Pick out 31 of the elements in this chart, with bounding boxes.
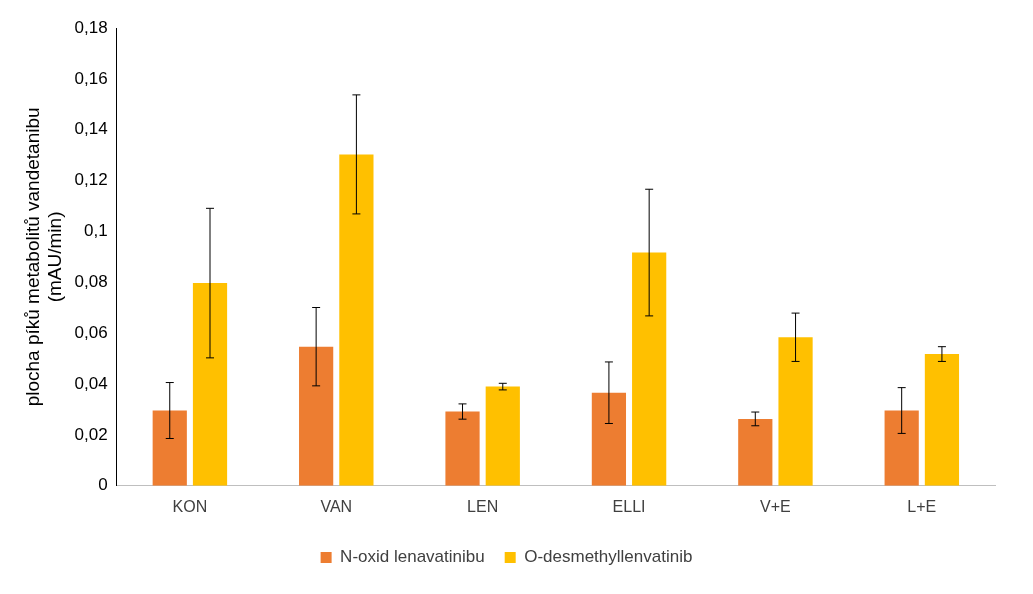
- bar: [299, 346, 334, 486]
- legend-label: O-desmethyllenvatinib: [524, 547, 693, 567]
- y-tick-label: 0,1: [84, 221, 108, 241]
- bar: [778, 337, 813, 486]
- y-tick-label: 0,08: [74, 272, 108, 292]
- legend-label: N-oxid lenavatinibu: [340, 547, 485, 567]
- y-tick-label: 0,04: [74, 373, 108, 393]
- y-tick-label: 0,12: [74, 170, 108, 190]
- bar: [924, 354, 960, 486]
- y-tick-label: 0,16: [74, 68, 108, 88]
- y-tick-label: 0,14: [74, 119, 108, 139]
- bar: [884, 410, 919, 486]
- bar: [445, 411, 480, 486]
- bar: [632, 252, 667, 486]
- x-tick-label: KON: [172, 497, 208, 515]
- bar: [738, 418, 773, 486]
- y-tick-label: 0,06: [74, 322, 108, 342]
- y-axis-title: plocha píků metabolitů vandetanibu (mAU/min): [21, 107, 66, 407]
- y-tick-label: 0: [98, 475, 108, 495]
- x-tick-label: VAN: [320, 497, 353, 515]
- bar: [192, 283, 228, 486]
- bar: [485, 386, 520, 486]
- x-tick-label: LEN: [467, 497, 499, 515]
- bar: [339, 154, 374, 486]
- y-tick-label: 0,18: [74, 17, 108, 37]
- bar: [152, 410, 187, 486]
- bar: [591, 392, 627, 486]
- y-tick-label: 0,02: [74, 424, 108, 444]
- x-tick-label: V+E: [760, 497, 791, 515]
- x-tick-label: L+E: [907, 497, 937, 515]
- x-tick-label: ELLI: [612, 497, 646, 515]
